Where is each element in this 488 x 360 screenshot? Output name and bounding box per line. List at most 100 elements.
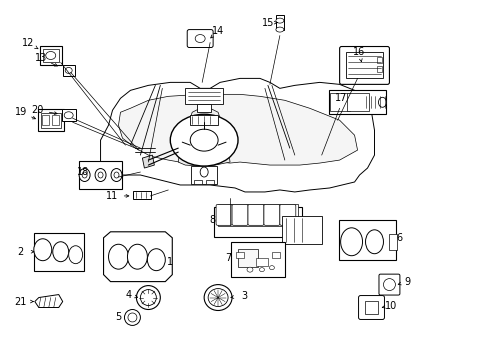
FancyBboxPatch shape: [279, 204, 295, 225]
Bar: [206, 180, 214, 184]
Bar: [52, 115, 59, 125]
Bar: [79, 161, 122, 189]
Bar: [238, 249, 258, 267]
Ellipse shape: [246, 267, 252, 272]
Text: 8: 8: [209, 215, 215, 225]
Bar: [364, 301, 378, 314]
Bar: [329, 93, 349, 111]
Ellipse shape: [200, 167, 208, 177]
FancyBboxPatch shape: [187, 30, 213, 48]
Bar: [388, 234, 397, 250]
Bar: [346, 93, 368, 111]
Ellipse shape: [128, 313, 137, 322]
Bar: [255, 258, 267, 266]
Text: 6: 6: [396, 233, 402, 243]
Ellipse shape: [378, 97, 386, 107]
Text: 3: 3: [241, 291, 246, 301]
Bar: [218, 204, 297, 226]
Bar: [133, 191, 151, 199]
Bar: [230, 242, 285, 277]
Polygon shape: [35, 294, 62, 307]
Ellipse shape: [46, 51, 56, 59]
FancyBboxPatch shape: [264, 204, 279, 225]
FancyBboxPatch shape: [232, 204, 247, 225]
Polygon shape: [178, 108, 229, 166]
Ellipse shape: [203, 285, 232, 310]
Ellipse shape: [195, 35, 205, 42]
Text: 20: 20: [32, 105, 44, 115]
Text: 18: 18: [76, 167, 88, 177]
Text: 1: 1: [167, 257, 173, 267]
Bar: [185, 88, 223, 104]
Ellipse shape: [127, 244, 147, 269]
Bar: [376, 67, 381, 72]
Bar: [62, 65, 75, 76]
Bar: [191, 166, 217, 184]
Text: 11: 11: [106, 191, 119, 201]
Bar: [40, 45, 61, 66]
Bar: [38, 109, 63, 131]
Text: 5: 5: [115, 312, 122, 323]
Ellipse shape: [111, 168, 122, 181]
Ellipse shape: [383, 279, 395, 291]
Ellipse shape: [64, 112, 73, 119]
Bar: [61, 109, 76, 121]
Text: 16: 16: [353, 48, 365, 58]
Ellipse shape: [136, 285, 160, 310]
Bar: [338, 220, 396, 260]
Ellipse shape: [65, 67, 72, 73]
Bar: [376, 58, 381, 63]
Ellipse shape: [34, 239, 52, 261]
Ellipse shape: [68, 246, 82, 264]
Bar: [271, 252, 279, 258]
Polygon shape: [103, 232, 172, 282]
Ellipse shape: [79, 168, 90, 181]
Bar: [41, 113, 61, 128]
Bar: [236, 252, 244, 258]
Ellipse shape: [53, 242, 68, 262]
Text: 7: 7: [224, 253, 231, 263]
Ellipse shape: [190, 129, 218, 151]
Text: 4: 4: [125, 289, 131, 300]
Text: 14: 14: [211, 26, 224, 36]
Text: 21: 21: [15, 297, 27, 306]
Polygon shape: [101, 78, 374, 192]
Bar: [328, 90, 386, 114]
Ellipse shape: [340, 228, 362, 256]
Ellipse shape: [147, 249, 165, 271]
Bar: [275, 15, 283, 30]
Bar: [194, 180, 202, 184]
Ellipse shape: [98, 172, 103, 178]
Ellipse shape: [170, 114, 238, 166]
Bar: [281, 216, 321, 244]
Ellipse shape: [208, 289, 227, 306]
Bar: [34, 233, 83, 271]
Text: 17: 17: [335, 93, 347, 103]
Bar: [197, 104, 211, 112]
FancyBboxPatch shape: [378, 274, 399, 295]
Ellipse shape: [114, 172, 119, 178]
FancyBboxPatch shape: [216, 204, 232, 225]
Ellipse shape: [275, 27, 283, 32]
Text: 10: 10: [385, 301, 397, 311]
FancyBboxPatch shape: [358, 296, 384, 319]
Ellipse shape: [108, 244, 128, 269]
Bar: [214, 207, 301, 237]
Bar: [190, 115, 218, 125]
Ellipse shape: [82, 172, 87, 178]
Ellipse shape: [95, 168, 106, 181]
Ellipse shape: [259, 268, 264, 272]
Text: 19: 19: [15, 107, 27, 117]
FancyBboxPatch shape: [247, 204, 264, 225]
FancyBboxPatch shape: [339, 46, 388, 84]
Ellipse shape: [269, 266, 274, 270]
Bar: [42, 115, 49, 125]
Ellipse shape: [140, 289, 156, 306]
Ellipse shape: [124, 310, 140, 325]
Text: 13: 13: [35, 54, 47, 63]
Ellipse shape: [365, 230, 383, 254]
Text: 2: 2: [18, 247, 24, 257]
Polygon shape: [118, 94, 357, 165]
Text: 9: 9: [404, 276, 409, 287]
Ellipse shape: [275, 18, 283, 23]
